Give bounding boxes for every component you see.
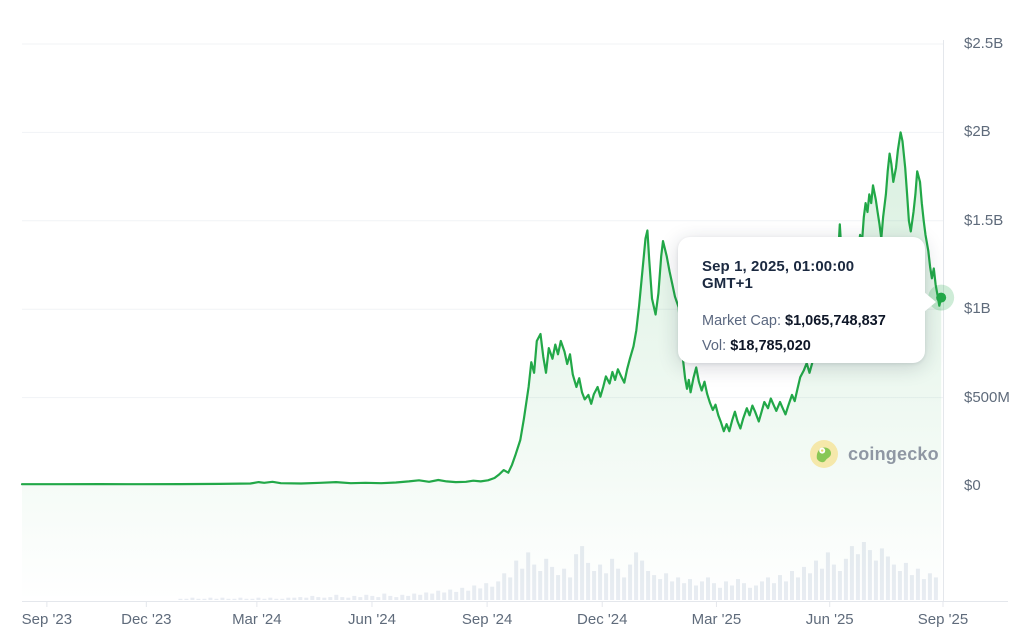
y-axis-label: $500M xyxy=(964,388,1010,406)
tooltip-marketcap-row: Market Cap: $1,065,748,837 xyxy=(702,309,903,334)
tooltip-volume-label: Vol: xyxy=(702,338,731,354)
tooltip-timestamp: Sep 1, 2025, 01:00:00 GMT+1 xyxy=(702,258,855,292)
marker-dot xyxy=(936,292,947,303)
x-axis-label: Sep '24 xyxy=(461,611,513,628)
tooltip-volume-value: $18,785,020 xyxy=(730,338,811,354)
y-axis-label: $2B xyxy=(964,123,991,141)
x-axis-label: Jun '25 xyxy=(805,611,854,628)
x-axis-label: Dec '24 xyxy=(577,611,628,628)
market-cap-area-fill xyxy=(22,132,942,601)
x-axis-label: Sep '25 xyxy=(917,611,969,628)
coingecko-watermark: coingecko xyxy=(809,439,939,469)
market-cap-line xyxy=(20,131,943,486)
x-axis-label: Mar '25 xyxy=(691,611,742,628)
coingecko-watermark-text: coingecko xyxy=(848,443,939,464)
x-axis-label: Mar '24 xyxy=(232,611,282,628)
x-axis-label: Sep '23 xyxy=(21,611,73,628)
x-axis-label: Jun '24 xyxy=(348,611,396,628)
tooltip-arrow xyxy=(924,292,936,312)
chart-tooltip: Sep 1, 2025, 01:00:00 GMT+1 Market Cap: … xyxy=(678,237,936,363)
tooltip-marketcap-label: Market Cap: xyxy=(702,313,785,329)
tooltip-rows: Market Cap: $1,065,748,837 Vol: $18,785,… xyxy=(702,309,903,359)
tooltip-volume-row: Vol: $18,785,020 xyxy=(702,334,903,359)
y-axis-label: $1B xyxy=(964,300,991,318)
y-axis-label: $1.5B xyxy=(964,211,1004,229)
y-axis-label: $2.5B xyxy=(964,35,1004,52)
coingecko-gecko-icon xyxy=(810,440,838,468)
tooltip-marketcap-value: $1,065,748,837 xyxy=(785,313,886,329)
x-axis-label: Dec '23 xyxy=(121,611,172,628)
y-axis-label: $0 xyxy=(964,477,981,494)
